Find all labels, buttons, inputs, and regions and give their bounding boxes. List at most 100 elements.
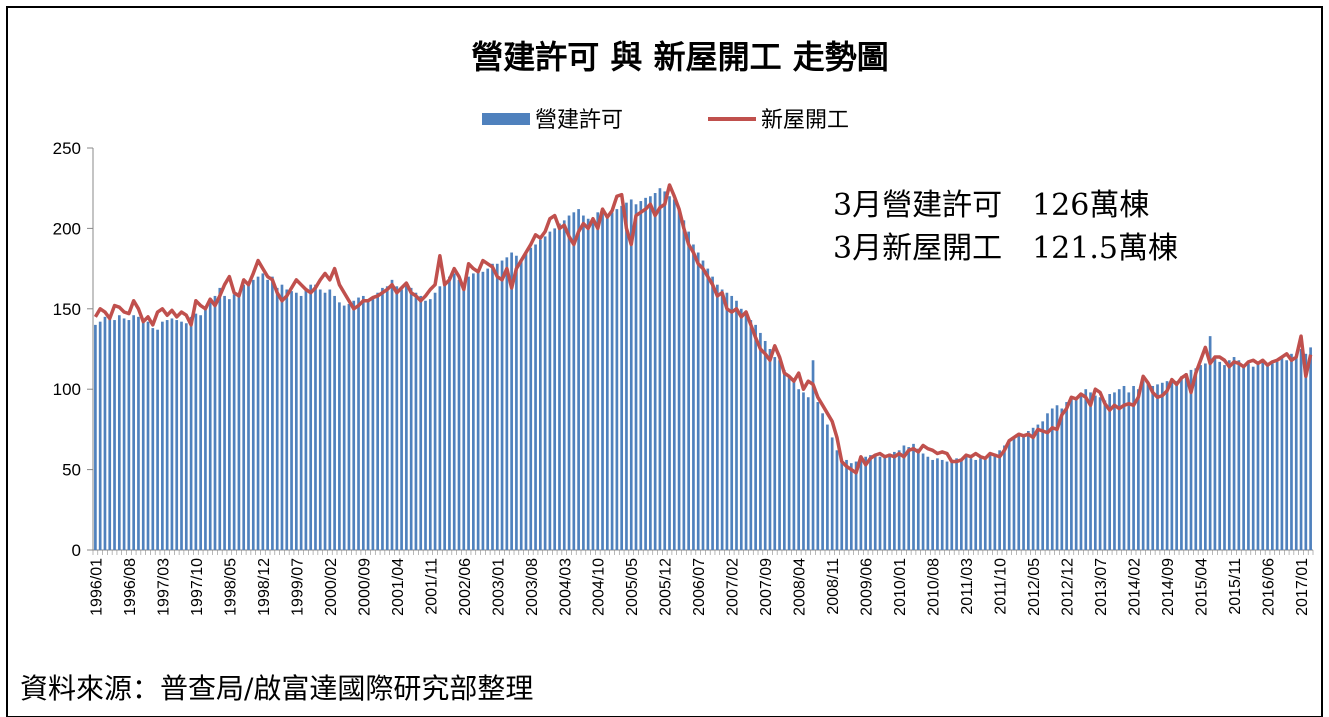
x-tick-label: 2013/07 [1093,558,1110,616]
bar [352,300,356,550]
x-tick-label: 1997/03 [155,558,172,616]
bar [883,455,887,550]
bar [165,320,169,550]
bar [510,252,513,550]
bar [275,287,279,550]
bar [720,289,724,550]
bar [1175,381,1178,550]
x-tick-label: 2007/09 [758,558,775,616]
bar [744,312,748,550]
x-tick-label: 1996/08 [122,558,139,616]
bar [443,284,446,550]
bar [438,286,442,550]
bar [1007,440,1011,550]
bar [405,284,408,550]
bar [1256,361,1260,550]
bar [108,318,112,550]
bar [754,324,757,550]
bar [318,289,322,550]
x-tick-label: 2006/07 [691,558,708,616]
bar [682,220,686,551]
bar [452,273,456,550]
bar [294,292,298,550]
x-tick-label: 2012/05 [1026,558,1043,616]
x-tick-label: 2008/11 [825,558,842,615]
x-tick-label: 2012/12 [1060,558,1077,616]
bar [988,455,992,550]
bar [897,450,901,550]
bar [266,279,269,550]
bar [462,283,466,550]
bar [228,299,231,550]
bar [605,215,609,550]
bar [696,252,700,550]
bar [290,291,293,550]
x-tick-label: 2010/01 [892,558,909,616]
bar [117,315,121,550]
bar [213,295,217,550]
x-tick-label: 2000/09 [356,558,373,616]
bar [802,392,805,550]
legend-label: 營建許可 [535,108,623,133]
bar [816,402,820,550]
bar [902,445,906,550]
x-tick-label: 2009/06 [859,558,876,616]
bar [610,212,614,550]
bar [1194,368,1198,550]
bar [146,321,150,550]
bar [328,289,332,550]
bar [261,273,265,550]
bar [1070,397,1073,550]
bar [625,202,628,550]
bar [763,340,767,550]
bar [644,197,647,550]
bar [692,244,695,551]
bar [591,220,595,551]
bar [558,223,561,551]
x-tick-label: 2014/02 [1127,558,1144,616]
bar [1103,400,1107,550]
bar [347,303,351,550]
bar [1089,392,1092,550]
bar [553,228,557,550]
bar [974,459,978,550]
bar [1199,365,1202,550]
bar [1170,379,1174,550]
bar [562,220,566,551]
bar [1074,398,1078,550]
bar [127,320,131,550]
bar [1242,365,1245,550]
bar [505,257,509,550]
bar [1050,408,1054,550]
bar [333,295,336,550]
x-tick-label: 2005/05 [624,558,641,616]
bar [495,263,499,550]
bar [960,459,963,550]
bar [170,318,174,550]
bar [524,252,528,550]
bar [1218,361,1222,550]
bar [615,209,619,550]
bar [1117,389,1121,550]
bar [1026,431,1030,550]
bar [768,349,772,550]
x-tick-label: 2011/03 [959,558,976,615]
x-tick-label: 2007/02 [725,558,742,616]
bar [1113,392,1116,550]
x-tick-label: 1998/12 [256,558,273,616]
bar [395,286,399,550]
bar [1247,363,1250,550]
bar [486,268,490,550]
bar [491,263,494,550]
bar [931,459,934,550]
x-tick-label: 2003/08 [524,558,541,616]
bar [1290,353,1293,550]
bar [113,320,116,550]
bar [472,273,475,550]
bar [1127,392,1131,550]
bar [797,389,801,550]
bar [716,284,719,550]
bar [361,295,365,550]
